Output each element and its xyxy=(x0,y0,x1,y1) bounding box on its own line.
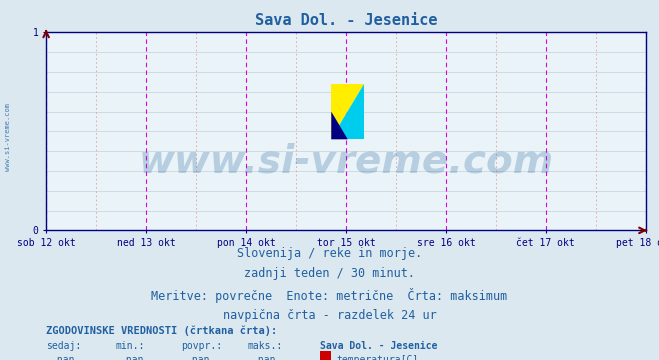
Text: -nan: -nan xyxy=(51,355,74,360)
Text: sedaj:: sedaj: xyxy=(46,341,81,351)
Text: ZGODOVINSKE VREDNOSTI (črtkana črta):: ZGODOVINSKE VREDNOSTI (črtkana črta): xyxy=(46,326,277,336)
Text: www.si-vreme.com: www.si-vreme.com xyxy=(138,142,554,180)
Text: Meritve: povrečne  Enote: metrične  Črta: maksimum: Meritve: povrečne Enote: metrične Črta: … xyxy=(152,288,507,303)
Title: Sava Dol. - Jesenice: Sava Dol. - Jesenice xyxy=(255,13,437,28)
Text: navpična črta - razdelek 24 ur: navpična črta - razdelek 24 ur xyxy=(223,309,436,322)
Text: povpr.:: povpr.: xyxy=(181,341,222,351)
Text: temperatura[C]: temperatura[C] xyxy=(337,355,419,360)
Text: maks.:: maks.: xyxy=(247,341,282,351)
Text: -nan: -nan xyxy=(186,355,210,360)
Text: -nan: -nan xyxy=(120,355,144,360)
Text: zadnji teden / 30 minut.: zadnji teden / 30 minut. xyxy=(244,267,415,280)
Polygon shape xyxy=(331,84,364,139)
Text: min.:: min.: xyxy=(115,341,145,351)
Polygon shape xyxy=(331,112,348,139)
Text: Sava Dol. - Jesenice: Sava Dol. - Jesenice xyxy=(320,341,437,351)
Text: -nan: -nan xyxy=(252,355,275,360)
Text: www.si-vreme.com: www.si-vreme.com xyxy=(5,103,11,171)
Text: Slovenija / reke in morje.: Slovenija / reke in morje. xyxy=(237,247,422,260)
Polygon shape xyxy=(331,84,364,139)
